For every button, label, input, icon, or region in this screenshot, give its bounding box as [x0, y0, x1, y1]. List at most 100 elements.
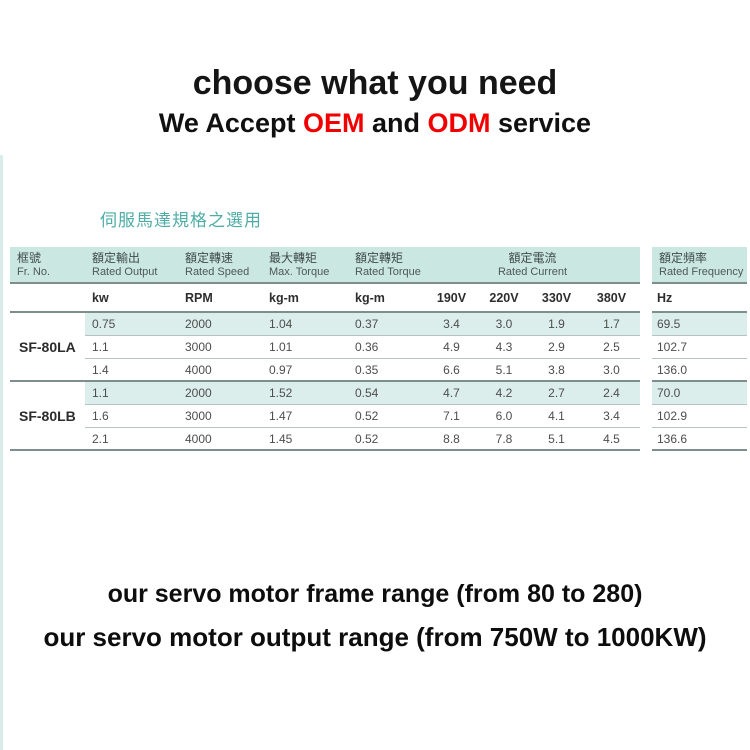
table-units-row: kw RPM kg-m kg-m 190V 220V 330V 380V Hz — [10, 284, 747, 313]
spec-cell: 6.0 — [478, 405, 530, 428]
spec-cell: 2000 — [178, 313, 262, 336]
col-header-zh: 額定轉速 — [185, 251, 234, 265]
column-gap — [640, 336, 652, 359]
spec-cell: 8.8 — [425, 428, 478, 451]
spec-cell: 2.7 — [530, 382, 583, 405]
col-header-rated-output: 額定輸出 Rated Output — [85, 247, 178, 284]
spec-cell: 6.6 — [425, 359, 478, 382]
spec-cell: 1.52 — [262, 382, 348, 405]
spec-cell: 1.1 — [85, 336, 178, 359]
spec-cell: 4.3 — [478, 336, 530, 359]
table-header-row: 框號 Fr. No. 額定輸出 Rated Output 額定轉速 Rated … — [10, 247, 747, 284]
spec-cell: 4.5 — [583, 428, 640, 451]
col-header-en: Rated Speed — [185, 266, 250, 278]
spec-cell: 2.9 — [530, 336, 583, 359]
table-group-sf80lb: SF-80LB 1.1 2000 1.52 0.54 4.7 4.2 2.7 2… — [10, 382, 747, 451]
spec-cell: 1.7 — [583, 313, 640, 336]
col-header-frame-no: 框號 Fr. No. — [10, 247, 85, 284]
col-header-zh: 額定電流 — [508, 251, 557, 265]
spec-cell: 3.0 — [583, 359, 640, 382]
col-header-zh: 最大轉矩 — [269, 251, 318, 265]
spec-cell: 2000 — [178, 382, 262, 405]
unit-380v: 380V — [583, 284, 640, 313]
spec-cell: 1.47 — [262, 405, 348, 428]
spec-cell: 4000 — [178, 428, 262, 451]
page-subtitle: We Accept OEM and ODM service — [0, 108, 750, 139]
spec-cell: 1.4 — [85, 359, 178, 382]
footer-output-range: our servo motor output range (from 750W … — [43, 622, 707, 652]
spec-cell: 1.45 — [262, 428, 348, 451]
spec-cell: 5.1 — [530, 428, 583, 451]
spec-cell: 70.0 — [652, 382, 747, 405]
spec-cell: 1.04 — [262, 313, 348, 336]
left-edge-strip — [0, 155, 3, 750]
unit-kgm-max: kg-m — [262, 284, 348, 313]
col-header-rated-current: 額定電流 Rated Current — [425, 247, 640, 284]
spec-cell: 4.7 — [425, 382, 478, 405]
spec-cell: 4000 — [178, 359, 262, 382]
col-header-zh: 額定輸出 — [92, 251, 141, 265]
spec-cell: 136.6 — [652, 428, 747, 451]
subtitle-text: We Accept — [158, 108, 303, 138]
unit-hz: Hz — [652, 284, 747, 313]
col-header-rated-torque: 額定轉矩 Rated Torque — [348, 247, 425, 284]
col-header-rated-frequency: 額定頻率 Rated Frequency — [652, 247, 747, 284]
column-gap — [640, 284, 652, 313]
spec-cell: 1.01 — [262, 336, 348, 359]
oem-highlight: OEM — [302, 108, 365, 138]
col-header-en: Rated Output — [92, 266, 158, 278]
col-header-en: Rated Frequency — [659, 266, 744, 278]
spec-cell: 3000 — [178, 405, 262, 428]
spec-cell: 102.9 — [652, 405, 747, 428]
column-gap — [640, 313, 652, 336]
unit-330v: 330V — [530, 284, 583, 313]
col-header-en: Max. Torque — [269, 266, 330, 278]
unit-cell-empty — [10, 284, 85, 313]
col-header-en: Fr. No. — [17, 266, 51, 278]
spec-cell: 3.8 — [530, 359, 583, 382]
column-gap — [640, 405, 652, 428]
spec-cell: 0.97 — [262, 359, 348, 382]
unit-220v: 220V — [478, 284, 530, 313]
spec-cell: 0.37 — [348, 313, 425, 336]
spec-cell: 0.52 — [348, 405, 425, 428]
spec-cell: 2.1 — [85, 428, 178, 451]
spec-cell: 4.1 — [530, 405, 583, 428]
spec-cell: 1.1 — [85, 382, 178, 405]
spec-cell: 0.52 — [348, 428, 425, 451]
spec-cell: 2.5 — [583, 336, 640, 359]
column-gap — [640, 359, 652, 382]
spec-cell: 7.8 — [478, 428, 530, 451]
spec-cell: 1.9 — [530, 313, 583, 336]
unit-190v: 190V — [425, 284, 478, 313]
spec-cell: 3000 — [178, 336, 262, 359]
col-header-rated-speed: 額定轉速 Rated Speed — [178, 247, 262, 284]
unit-rpm: RPM — [178, 284, 262, 313]
col-header-max-torque: 最大轉矩 Max. Torque — [262, 247, 348, 284]
col-header-en: Rated Current — [497, 266, 568, 278]
col-header-zh: 額定轉矩 — [355, 251, 404, 265]
spec-cell: 102.7 — [652, 336, 747, 359]
spec-cell: 4.9 — [425, 336, 478, 359]
spec-cell: 3.4 — [583, 405, 640, 428]
page-title: choose what you need — [192, 64, 558, 102]
odm-highlight: ODM — [427, 108, 491, 138]
spec-cell: 0.75 — [85, 313, 178, 336]
table-group-sf80la: SF-80LA 0.75 2000 1.04 0.37 3.4 3.0 1.9 … — [10, 313, 747, 382]
col-header-en: Rated Torque — [355, 266, 421, 278]
unit-kgm-rated: kg-m — [348, 284, 425, 313]
spec-cell: 0.35 — [348, 359, 425, 382]
col-header-zh: 框號 — [17, 251, 42, 265]
frame-number: SF-80LA — [10, 313, 85, 382]
unit-kw: kw — [85, 284, 178, 313]
subtitle-text: and — [364, 108, 428, 138]
spec-cell: 1.6 — [85, 405, 178, 428]
column-gap — [640, 247, 652, 284]
spec-cell: 0.54 — [348, 382, 425, 405]
spec-cell: 4.2 — [478, 382, 530, 405]
subtitle-text: service — [490, 108, 592, 138]
spec-cell: 136.0 — [652, 359, 747, 382]
spec-cell: 5.1 — [478, 359, 530, 382]
column-gap — [640, 382, 652, 405]
spec-cell: 7.1 — [425, 405, 478, 428]
